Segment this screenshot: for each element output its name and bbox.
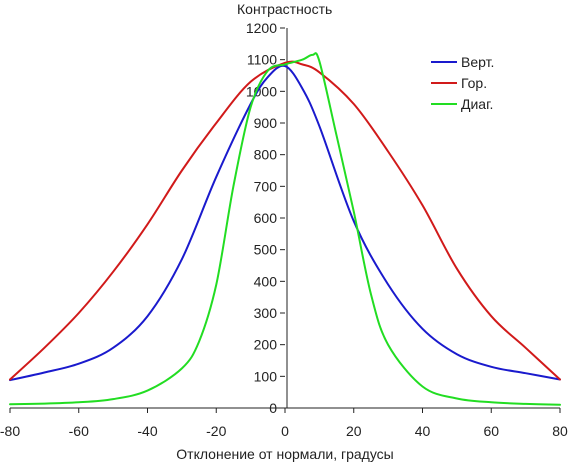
series-lines bbox=[9, 52, 561, 406]
y-tick-label: 1100 bbox=[247, 52, 277, 68]
chart-title: Контрастность bbox=[237, 1, 332, 17]
legend-item-vert: Верт. bbox=[461, 54, 494, 70]
y-tick-label: 0 bbox=[269, 400, 277, 416]
x-axis-ticks: -80 -60 -40 -20 0 20 40 60 80 bbox=[0, 408, 568, 439]
x-tick-label: 60 bbox=[483, 423, 499, 439]
series-line-vert bbox=[9, 64, 561, 382]
x-tick-label: -20 bbox=[206, 423, 226, 439]
x-axis-label: Отклонение от нормали, градусы bbox=[176, 446, 393, 462]
y-tick-label: 1200 bbox=[246, 20, 277, 36]
y-tick-label: 100 bbox=[254, 368, 278, 384]
y-tick-label: 500 bbox=[254, 242, 278, 258]
x-tick-label: -80 bbox=[0, 423, 20, 439]
x-tick-label: 40 bbox=[415, 423, 431, 439]
x-tick-label: 80 bbox=[552, 423, 568, 439]
legend-item-diag: Диаг. bbox=[461, 96, 493, 112]
series-line-diag bbox=[9, 52, 561, 406]
x-tick-label: -40 bbox=[137, 423, 157, 439]
y-tick-label: 800 bbox=[254, 147, 278, 163]
x-tick-label: 0 bbox=[281, 423, 289, 439]
x-tick-label: -60 bbox=[69, 423, 89, 439]
y-tick-label: 300 bbox=[254, 305, 278, 321]
y-tick-label: 400 bbox=[254, 273, 278, 289]
legend-item-hor: Гор. bbox=[461, 75, 487, 91]
y-tick-label: 900 bbox=[254, 115, 278, 131]
y-tick-label: 200 bbox=[254, 337, 278, 353]
legend: Верт. Гор. Диаг. bbox=[431, 54, 494, 112]
y-tick-label: 700 bbox=[254, 178, 278, 194]
x-tick-label: 20 bbox=[346, 423, 362, 439]
y-tick-label: 600 bbox=[254, 210, 278, 226]
